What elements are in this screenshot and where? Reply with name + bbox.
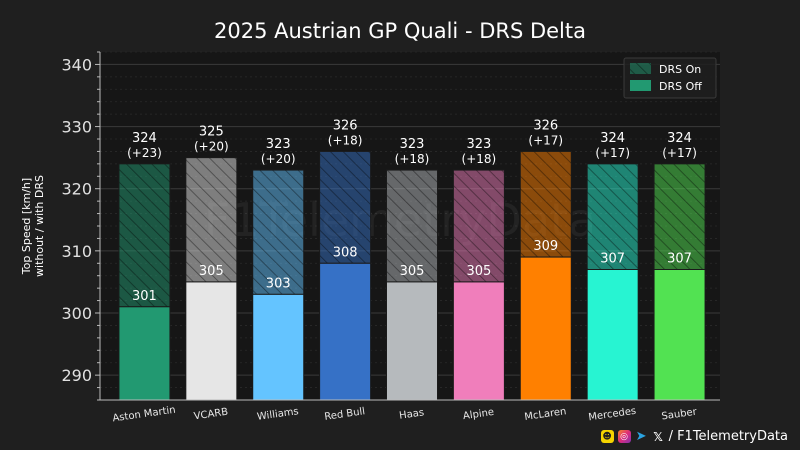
y-axis-label-sub: without / with DRS: [33, 175, 46, 277]
bar-top-label: 323: [266, 137, 291, 152]
legend: DRS On DRS Off: [623, 57, 717, 99]
x-tick-label: Williams: [256, 406, 299, 423]
bar-base-label: 303: [266, 276, 291, 291]
bar-drs-off: [319, 262, 372, 401]
bar-delta-label: (+17): [662, 146, 697, 160]
bar-drs-off: [586, 269, 639, 401]
bar-top-label: 324: [600, 131, 625, 146]
y-tick-label: 330: [61, 118, 92, 137]
bar-delta-label: (+17): [595, 146, 630, 160]
legend-swatch-drs-on-hatch: [630, 63, 651, 74]
bar-drs-off: [386, 281, 438, 401]
bar-drs-on-hatch: [587, 163, 639, 270]
bar-base-label: 305: [199, 264, 224, 279]
bar-drs-on-hatch: [520, 151, 572, 258]
y-tick-label: 310: [61, 242, 92, 261]
snapchat-icon[interactable]: ☻: [600, 430, 614, 443]
x-tick-label: Haas: [399, 407, 425, 421]
bar-top-label: 326: [533, 118, 558, 133]
chart-title: 2025 Austrian GP Quali - DRS Delta: [214, 19, 586, 43]
y-tick-label: 290: [61, 366, 92, 385]
x-tick-label: Sauber: [661, 406, 698, 422]
y-tick-label: 320: [61, 180, 92, 199]
x-icon[interactable]: 𝕏: [653, 429, 663, 444]
x-tick-label: VCARB: [193, 407, 229, 423]
y-axis-label: Top Speed [km/h]: [20, 178, 33, 275]
bar-delta-label: (+23): [127, 146, 162, 160]
bar-drs-on-hatch: [386, 170, 438, 282]
bar-delta-label: (+18): [395, 152, 430, 166]
legend-label-drs-on: DRS On: [659, 63, 701, 76]
bar-base-label: 307: [600, 252, 625, 267]
bar-base-label: 301: [132, 289, 157, 304]
bar-top-label: 325: [199, 125, 224, 140]
legend-swatch-drs-off: [630, 80, 651, 91]
footer-credits: ☻ ◎ ➤ 𝕏 / F1TelemetryData: [600, 429, 788, 444]
bar-delta-label: (+17): [528, 133, 563, 147]
bar-drs-on-hatch: [654, 163, 706, 270]
x-tick-label: Red Bull: [324, 406, 366, 423]
footer-handle: / F1TelemetryData: [668, 429, 788, 444]
bar-delta-label: (+20): [194, 140, 229, 154]
bar-drs-off: [252, 293, 305, 401]
bar-drs-on-hatch: [319, 151, 371, 264]
bar-drs-on-hatch: [252, 170, 304, 295]
bar-drs-off: [185, 281, 238, 401]
instagram-icon[interactable]: ◎: [617, 430, 631, 443]
bar-base-label: 305: [400, 264, 425, 279]
bar-delta-label: (+18): [328, 133, 363, 147]
x-tick-label: Alpine: [462, 407, 494, 422]
bar-drs-on-hatch: [118, 163, 170, 307]
bar-base-label: 309: [533, 239, 558, 254]
x-tick-label: Mercedes: [588, 406, 637, 424]
bar-drs-off: [118, 306, 171, 401]
legend-label-drs-off: DRS Off: [659, 80, 702, 93]
bar-top-label: 326: [333, 118, 358, 133]
bar-base-label: 308: [333, 245, 358, 260]
y-tick-label: 300: [61, 304, 92, 323]
bar-top-label: 324: [132, 131, 157, 146]
telegram-icon[interactable]: ➤: [635, 429, 647, 444]
bar-drs-off: [452, 281, 505, 401]
bar-top-label: 323: [466, 137, 491, 152]
bar-drs-on-hatch: [453, 170, 505, 282]
bar-drs-off: [519, 256, 572, 401]
bar-base-label: 305: [466, 264, 491, 279]
bar-top-label: 324: [667, 131, 692, 146]
bar-drs-on-hatch: [185, 157, 237, 282]
bar-delta-label: (+18): [462, 152, 497, 166]
y-tick-label: 340: [61, 55, 92, 74]
bar-top-label: 323: [400, 137, 425, 152]
x-tick-label: Aston Martin: [112, 405, 176, 425]
bar-delta-label: (+20): [261, 152, 296, 166]
bar-drs-off: [653, 269, 706, 401]
x-tick-label: McLaren: [524, 406, 567, 423]
bar-base-label: 307: [667, 252, 692, 267]
